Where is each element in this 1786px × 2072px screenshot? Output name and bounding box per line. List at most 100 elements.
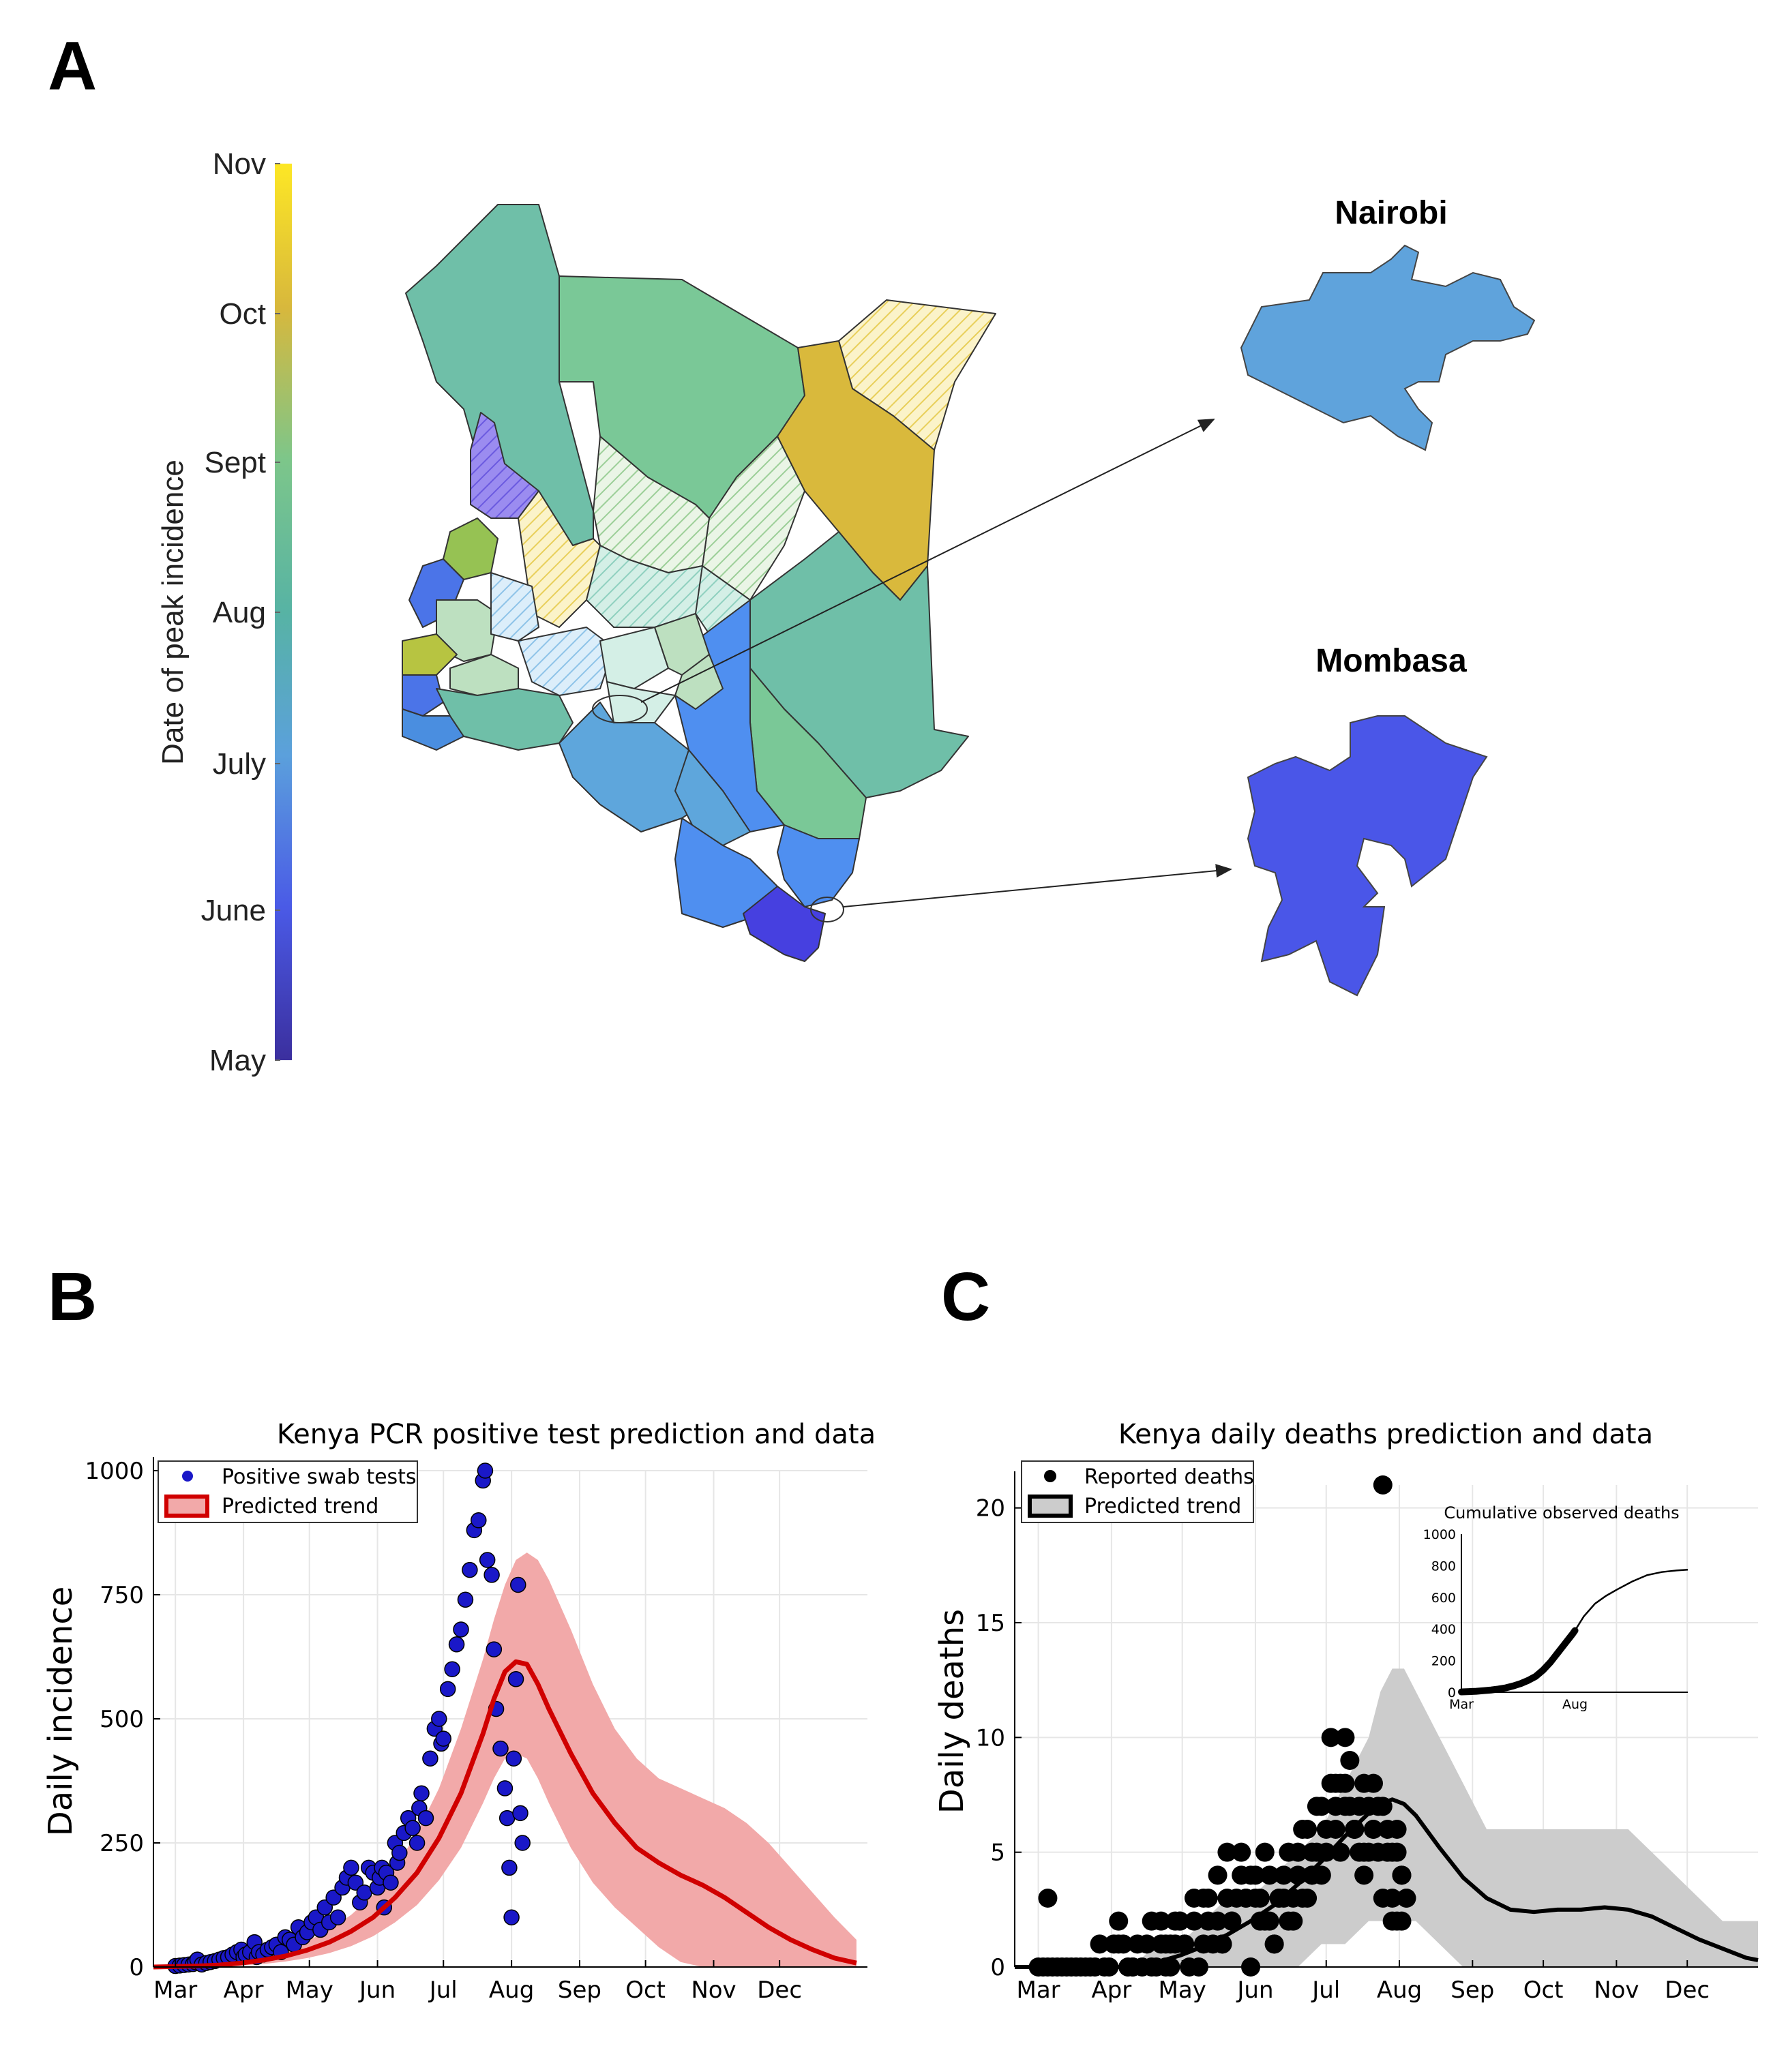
data-point xyxy=(1236,1889,1256,1908)
chart-c-axes xyxy=(1014,1471,1758,1968)
data-point xyxy=(343,1859,359,1876)
data-point xyxy=(1175,1934,1195,1954)
data-point xyxy=(1298,1889,1318,1908)
data-point xyxy=(505,1750,522,1767)
colorbar-tick-label: Sept xyxy=(204,446,266,479)
county-nakuru xyxy=(518,627,614,696)
data-point xyxy=(1293,1820,1313,1839)
legend-label-points: Reported deaths xyxy=(1084,1465,1254,1489)
x-tick-label: Jun xyxy=(358,1977,396,2004)
x-tick-label: Nov xyxy=(1594,1977,1639,2004)
data-point xyxy=(391,1844,408,1861)
y-tick-label: 500 xyxy=(100,1706,144,1733)
data-point xyxy=(1340,1751,1360,1770)
data-point xyxy=(1109,1911,1129,1931)
inset-x-tick-label: Aug xyxy=(1562,1697,1588,1712)
data-point xyxy=(1038,1889,1058,1908)
chart-b-trend-group xyxy=(153,1659,857,1970)
data-point xyxy=(486,1641,503,1657)
data-point xyxy=(496,1780,514,1797)
colorbar-tick-label: Aug xyxy=(213,596,266,629)
chart-c-legend: Reported deaths Predicted trend xyxy=(1021,1460,1254,1523)
inset-trend-line xyxy=(1574,1568,1688,1632)
mombasa-highlight xyxy=(810,897,844,922)
inset-observed-line xyxy=(1458,1627,1579,1696)
x-tick-label: Jun xyxy=(1236,1977,1273,2004)
data-point xyxy=(1137,1934,1157,1954)
data-point xyxy=(383,1874,399,1891)
colorbar-tick-label: June xyxy=(201,894,266,927)
data-point xyxy=(1217,1842,1237,1862)
x-tick-label: Dec xyxy=(1665,1977,1710,2004)
data-point xyxy=(1321,1728,1341,1747)
legend-label-trend: Predicted trend xyxy=(222,1495,378,1518)
chart-b-xticks: Mar Apr May Jun Jul Aug Sep Oct Nov Dec xyxy=(153,1960,802,2004)
y-tick-label: 0 xyxy=(129,1954,144,1981)
chart-c-xticks: Mar Apr May Jun Jul Aug Sep Oct Nov Dec xyxy=(1017,1960,1710,2004)
y-tick-label: 15 xyxy=(976,1610,1005,1637)
data-point xyxy=(435,1730,451,1747)
data-point xyxy=(404,1820,421,1836)
panel-label-a: A xyxy=(48,28,98,104)
data-point xyxy=(1288,1842,1308,1862)
data-point xyxy=(1335,1797,1355,1816)
x-tick-label: Mar xyxy=(1017,1977,1060,2004)
y-tick-label: 10 xyxy=(976,1724,1005,1752)
data-point xyxy=(501,1859,518,1876)
legend-marker-points xyxy=(182,1471,193,1482)
legend-marker-points xyxy=(1044,1470,1056,1482)
county-siaya xyxy=(402,674,444,717)
panel-a-map: Nov Oct Sept Aug July June May Date of p… xyxy=(156,147,1536,1077)
data-point xyxy=(417,1810,434,1827)
legend-marker-trend xyxy=(1028,1495,1073,1518)
data-point xyxy=(512,1805,529,1822)
mombasa-inset-shape xyxy=(1247,715,1488,997)
chart-b-band-group xyxy=(153,1552,857,1967)
inset-x-tick-label: Mar xyxy=(1449,1697,1474,1712)
x-tick-label: Jul xyxy=(1311,1977,1340,2004)
colorbar-tick-label: Oct xyxy=(220,297,266,331)
x-tick-label: Oct xyxy=(625,1977,666,2004)
data-point xyxy=(1392,1865,1412,1885)
data-point xyxy=(507,1671,524,1687)
data-point xyxy=(1232,1865,1251,1885)
data-point xyxy=(1274,1865,1294,1885)
data-point xyxy=(444,1661,460,1677)
data-point xyxy=(1161,1934,1180,1954)
data-point xyxy=(471,1512,487,1529)
data-point xyxy=(1114,1934,1133,1954)
colorbar-tick-label: May xyxy=(209,1044,266,1077)
data-point xyxy=(1260,1865,1279,1885)
arrow-to-nairobi xyxy=(640,419,1215,703)
data-point xyxy=(1373,1475,1393,1495)
x-tick-label: Mar xyxy=(153,1977,197,2004)
data-point xyxy=(1363,1820,1383,1839)
data-point xyxy=(1250,1889,1270,1908)
x-tick-label: Jul xyxy=(428,1977,458,2004)
chart-b-title: Kenya PCR positive test prediction and d… xyxy=(277,1419,876,1450)
data-point xyxy=(1170,1911,1190,1931)
data-point xyxy=(1373,1889,1393,1908)
y-tick-label: 750 xyxy=(100,1582,144,1609)
x-tick-label: Nov xyxy=(691,1977,736,2004)
data-point xyxy=(1316,1842,1336,1862)
data-point xyxy=(1387,1842,1407,1862)
y-tick-label: 250 xyxy=(100,1830,144,1857)
data-point xyxy=(462,1561,478,1578)
legend-marker-trend xyxy=(164,1495,209,1518)
chart-b-legend: Positive swab tests Predicted trend xyxy=(158,1460,418,1523)
kenya-county-map xyxy=(402,204,996,962)
data-point xyxy=(422,1750,438,1767)
data-point xyxy=(329,1909,346,1925)
data-point xyxy=(1222,1911,1242,1931)
colorbar-ticks xyxy=(275,163,280,1061)
data-point xyxy=(1151,1911,1171,1931)
data-point xyxy=(1354,1865,1374,1885)
data-point xyxy=(1184,1911,1204,1931)
nairobi-inset-title: Nairobi xyxy=(1335,195,1447,231)
chart-b-ylabel: Daily incidence xyxy=(42,1587,80,1837)
chart-c-ylabel: Daily deaths xyxy=(933,1609,971,1814)
data-point xyxy=(1392,1911,1412,1931)
x-tick-label: Oct xyxy=(1523,1977,1564,2004)
